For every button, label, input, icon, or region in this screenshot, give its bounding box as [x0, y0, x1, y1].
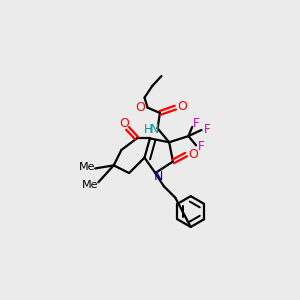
Text: O: O	[177, 100, 187, 113]
Text: F: F	[198, 140, 205, 153]
Text: O: O	[136, 101, 146, 114]
Text: O: O	[119, 116, 129, 130]
Text: F: F	[193, 116, 200, 130]
Text: N: N	[154, 170, 163, 183]
Text: Me: Me	[79, 162, 96, 172]
Text: O: O	[188, 148, 198, 161]
Text: F: F	[204, 123, 210, 136]
Text: N: N	[150, 123, 159, 136]
Text: H: H	[144, 123, 153, 136]
Text: Me: Me	[82, 180, 99, 190]
